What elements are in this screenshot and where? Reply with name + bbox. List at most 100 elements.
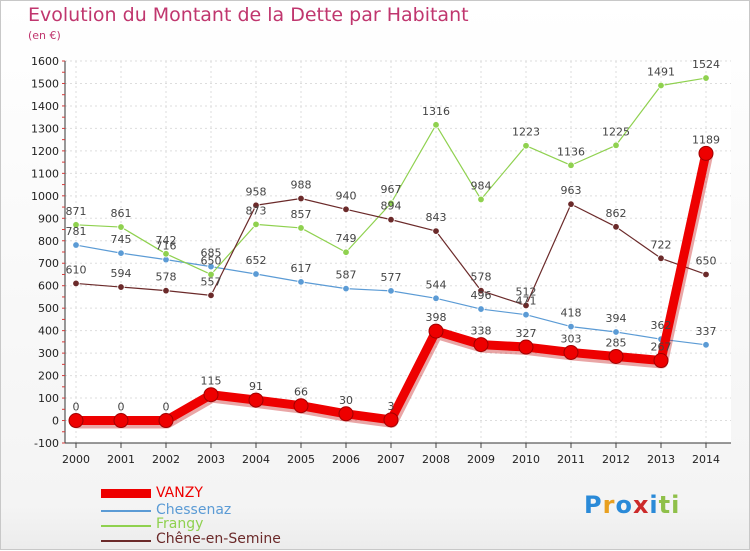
data-label: 0: [73, 401, 80, 414]
data-label: 1223: [512, 126, 540, 139]
data-label: 685: [201, 247, 222, 260]
data-label: 544: [426, 278, 447, 291]
y-tick-label: 500: [38, 302, 59, 315]
data-label: 578: [156, 271, 177, 284]
data-point: [297, 278, 305, 286]
data-label: 862: [606, 207, 627, 220]
y-tick-label: 1500: [31, 77, 59, 90]
data-point: [612, 328, 620, 336]
data-point: [432, 227, 440, 235]
data-point: [207, 270, 215, 279]
data-point: [207, 262, 215, 271]
x-tick-label: 2011: [557, 453, 585, 466]
data-label: 1225: [602, 125, 630, 138]
x-tick-label: 2012: [602, 453, 630, 466]
data-point: [72, 221, 80, 229]
data-point: [117, 223, 125, 231]
data-label: 749: [336, 232, 357, 245]
data-point: [428, 323, 444, 339]
data-point: [612, 223, 620, 231]
x-tick-label: 2008: [422, 453, 450, 466]
data-point: [293, 398, 309, 414]
data-point: [252, 270, 260, 278]
data-label: 861: [111, 207, 132, 220]
data-label: 594: [111, 267, 132, 280]
data-label: 91: [249, 380, 263, 393]
data-label: 940: [336, 189, 357, 202]
data-point: [432, 294, 440, 302]
data-label: 512: [516, 285, 537, 298]
data-label: 327: [516, 327, 537, 340]
data-point: [387, 215, 395, 224]
unit-label: (en €): [28, 29, 61, 42]
data-label: 650: [696, 254, 717, 267]
data-point: [657, 254, 665, 262]
x-tick-label: 2005: [287, 453, 315, 466]
data-point: [252, 201, 260, 209]
logo-letter: x: [632, 491, 650, 519]
data-label: 0: [163, 401, 170, 414]
x-tick-label: 2002: [152, 453, 180, 466]
data-point: [473, 337, 489, 353]
data-point: [342, 284, 350, 293]
x-tick-label: 2010: [512, 453, 540, 466]
data-point: [567, 161, 575, 169]
plot-area: [65, 61, 731, 443]
data-point: [68, 413, 84, 429]
y-tick-label: 300: [38, 347, 59, 360]
data-point: [248, 392, 264, 408]
x-tick-label: 2001: [107, 453, 135, 466]
data-point: [657, 81, 665, 90]
y-tick-label: 400: [38, 325, 59, 338]
data-label: 716: [156, 240, 177, 253]
data-label: 0: [118, 401, 125, 414]
chart-title: Evolution du Montant de la Dette par Hab…: [28, 4, 469, 26]
logo-letter: i: [671, 491, 681, 519]
x-tick-label: 2009: [467, 453, 495, 466]
data-point: [113, 413, 129, 429]
legend-label: Chessenaz: [156, 502, 232, 518]
data-point: [342, 248, 350, 256]
data-label: 857: [291, 208, 312, 221]
y-tick-label: 700: [38, 257, 59, 270]
y-tick-label: 200: [38, 370, 59, 383]
data-label: 873: [246, 204, 267, 217]
data-label: 3: [388, 400, 395, 413]
data-label: 1136: [557, 145, 585, 158]
data-label: 984: [471, 179, 492, 192]
data-label: 587: [336, 269, 357, 282]
legend-swatch: [101, 525, 151, 527]
logo-letter: t: [658, 491, 672, 519]
y-tick-label: 900: [38, 212, 59, 225]
data-point: [117, 283, 125, 291]
data-label: 617: [291, 262, 312, 275]
data-label: 557: [201, 275, 222, 288]
x-tick-label: 2014: [692, 453, 720, 466]
data-label: 398: [426, 311, 447, 324]
data-label: 285: [606, 336, 627, 349]
data-label: 843: [426, 211, 447, 224]
y-tick-label: 1600: [31, 55, 59, 68]
data-point: [387, 199, 395, 207]
data-label: 337: [696, 325, 717, 338]
data-label: 781: [66, 225, 87, 238]
data-point: [387, 287, 395, 295]
data-label: 66: [294, 386, 308, 399]
data-point: [297, 224, 305, 232]
data-label: 471: [516, 295, 537, 308]
legend-swatch: [101, 489, 151, 498]
data-label: 362: [651, 319, 672, 332]
data-point: [72, 241, 80, 249]
data-point: [158, 413, 174, 429]
data-point: [518, 339, 534, 355]
logo-letter: r: [602, 491, 616, 519]
data-label: 30: [339, 394, 353, 407]
data-point: [477, 305, 485, 313]
data-point: [698, 145, 714, 161]
data-point: [383, 412, 399, 428]
data-label: 1189: [692, 133, 720, 146]
data-label: 267: [651, 341, 672, 354]
data-label: 338: [471, 325, 492, 338]
data-point: [653, 353, 669, 369]
